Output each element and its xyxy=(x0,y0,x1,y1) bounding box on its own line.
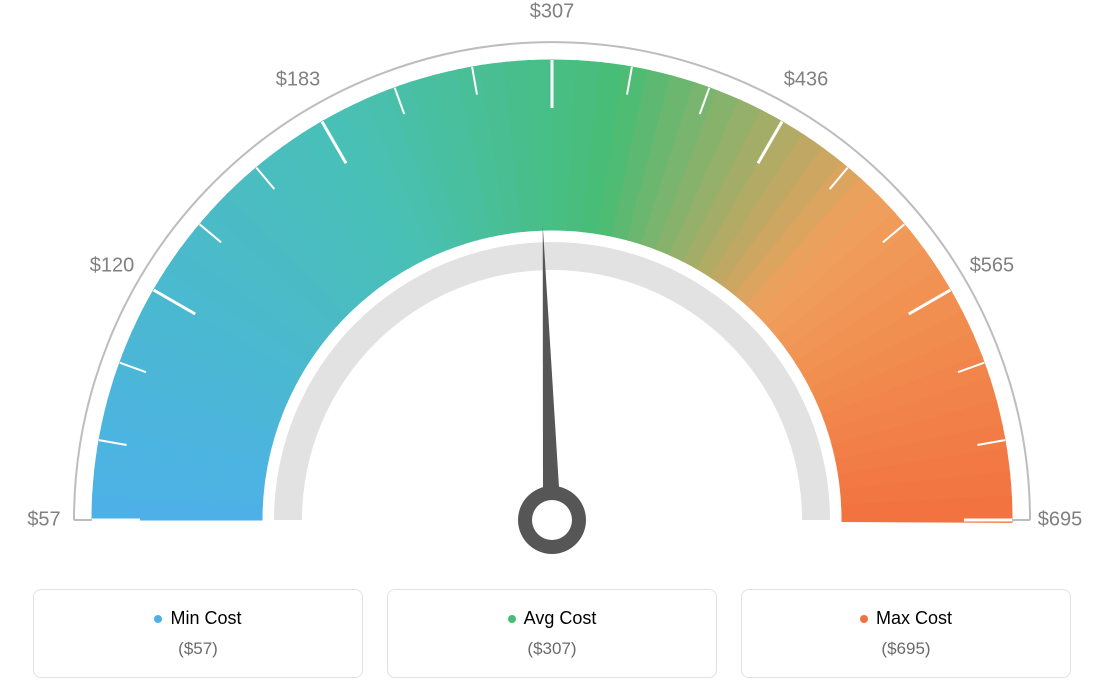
tick-label: $120 xyxy=(90,254,135,276)
tick-label: $695 xyxy=(1038,508,1083,530)
tick-label: $57 xyxy=(27,508,60,530)
tick-label: $565 xyxy=(970,254,1015,276)
legend-value: ($307) xyxy=(400,639,704,659)
legend-title-min: Min Cost xyxy=(154,608,241,629)
tick-label: $183 xyxy=(276,68,321,90)
legend-card-min: Min Cost ($57) xyxy=(33,589,363,678)
dot-icon xyxy=(508,615,516,623)
legend-value: ($695) xyxy=(754,639,1058,659)
legend-title-avg: Avg Cost xyxy=(508,608,597,629)
dot-icon xyxy=(860,615,868,623)
legend-card-avg: Avg Cost ($307) xyxy=(387,589,717,678)
gauge-chart: $57 $120 $183 $307 $436 $565 $695 xyxy=(0,0,1104,570)
legend-label: Max Cost xyxy=(876,608,952,629)
legend-label: Avg Cost xyxy=(524,608,597,629)
dot-icon xyxy=(154,615,162,623)
tick-label: $307 xyxy=(530,0,575,22)
legend-title-max: Max Cost xyxy=(860,608,952,629)
gauge-svg: $57 $120 $183 $307 $436 $565 $695 xyxy=(0,0,1104,570)
tick-label: $436 xyxy=(784,68,829,90)
legend-row: Min Cost ($57) Avg Cost ($307) Max Cost … xyxy=(0,589,1104,678)
legend-label: Min Cost xyxy=(170,608,241,629)
legend-card-max: Max Cost ($695) xyxy=(741,589,1071,678)
legend-value: ($57) xyxy=(46,639,350,659)
